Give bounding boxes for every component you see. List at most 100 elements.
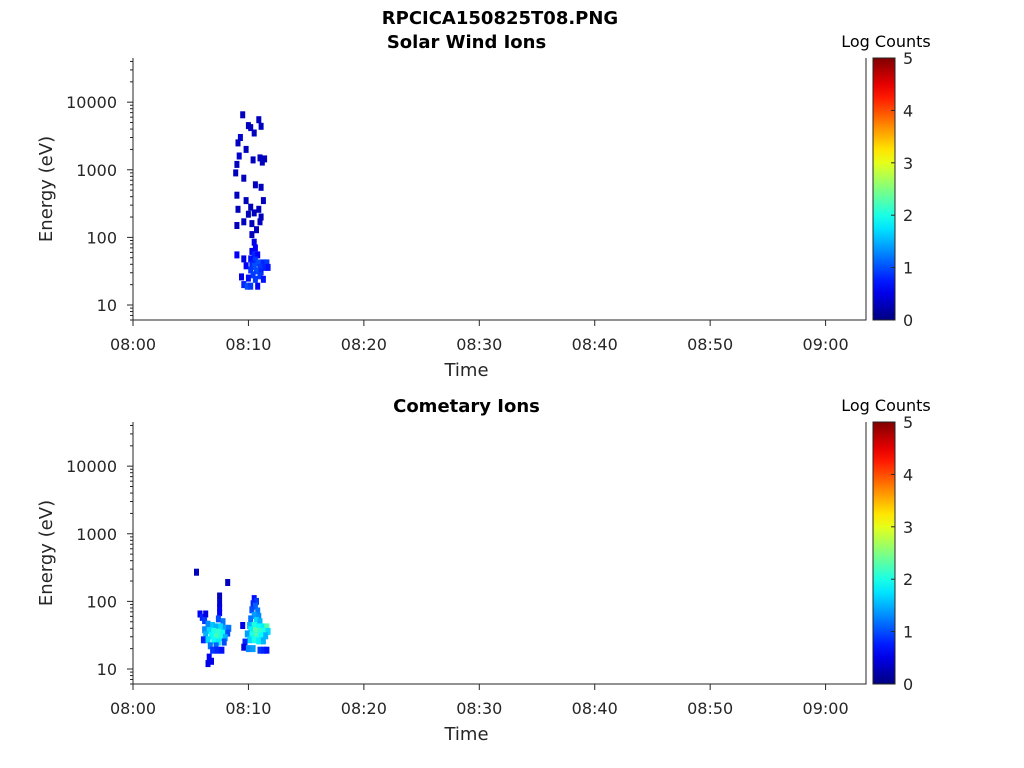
data-cell xyxy=(251,263,257,271)
data-cell xyxy=(251,209,257,217)
colorbar-tick-label: 2 xyxy=(903,570,913,589)
y-tick-label: 10 xyxy=(97,660,117,679)
data-cell xyxy=(221,638,227,646)
data-cell xyxy=(206,653,212,661)
data-cell xyxy=(260,197,266,205)
data-cell xyxy=(254,267,259,275)
data-cell xyxy=(262,627,268,635)
x-tick-label: 08:20 xyxy=(341,699,387,718)
data-cell xyxy=(207,642,213,650)
x-tick-label: 08:30 xyxy=(456,335,502,354)
data-cell xyxy=(245,210,251,218)
data-cell xyxy=(257,627,263,635)
x-tick-label: 08:50 xyxy=(687,699,733,718)
data-cell xyxy=(205,660,211,668)
data-cell xyxy=(205,636,211,644)
colorbar-tick-label: 3 xyxy=(903,518,913,537)
data-cell xyxy=(245,645,251,653)
data-cell xyxy=(222,624,228,632)
data-cell xyxy=(247,636,253,644)
colorbar-tick-label: 3 xyxy=(903,154,913,173)
colorbar-label: Log Counts xyxy=(841,32,931,51)
data-cell xyxy=(239,273,244,281)
data-cell xyxy=(265,627,271,635)
data-cell xyxy=(237,134,243,141)
data-cell xyxy=(257,618,263,626)
data-cell xyxy=(254,597,259,605)
data-cell xyxy=(252,275,258,283)
data-cell xyxy=(215,628,221,636)
data-cell xyxy=(241,643,247,651)
data-cell xyxy=(260,646,266,654)
data-cell xyxy=(248,203,254,211)
data-cell xyxy=(249,606,255,614)
data-cell xyxy=(235,139,241,147)
data-cell xyxy=(202,626,208,634)
colorbar xyxy=(872,57,896,321)
data-cell xyxy=(258,122,264,130)
x-tick-label: 09:00 xyxy=(803,699,849,718)
colorbar-tick-label: 5 xyxy=(903,49,913,68)
colorbar-tick-label: 0 xyxy=(903,311,913,330)
data-cell xyxy=(257,646,263,654)
data-cell xyxy=(200,636,206,644)
data-cell xyxy=(203,631,209,639)
x-tick-label: 08:20 xyxy=(341,335,387,354)
data-cell xyxy=(251,238,257,246)
data-cell xyxy=(213,633,219,641)
data-cell xyxy=(251,251,257,259)
colorbar-tick-label: 5 xyxy=(903,413,913,432)
y-axis-label: Energy (eV) xyxy=(36,136,57,242)
data-cell xyxy=(256,623,262,631)
colorbar-label: Log Counts xyxy=(841,396,931,415)
panel-title: Solar Wind Ions xyxy=(387,32,546,53)
data-cell xyxy=(210,622,216,629)
x-tick-label: 08:40 xyxy=(572,699,618,718)
data-cell xyxy=(218,634,224,642)
data-cell xyxy=(218,623,224,631)
data-cell xyxy=(258,213,264,221)
data-cell xyxy=(203,610,209,618)
data-cell xyxy=(213,642,219,650)
data-cell xyxy=(217,609,223,617)
data-cell xyxy=(240,622,246,629)
data-cell xyxy=(211,637,217,645)
data-cell xyxy=(248,626,254,634)
data-cell xyxy=(243,262,249,270)
data-cell xyxy=(251,636,257,644)
data-cell xyxy=(252,627,258,635)
x-tick-label: 08:10 xyxy=(225,699,271,718)
x-tick-label: 09:00 xyxy=(803,335,849,354)
data-cell xyxy=(256,116,262,124)
data-cell xyxy=(234,251,240,259)
data-cell xyxy=(251,129,257,137)
colorbar-tick-label: 4 xyxy=(903,101,913,120)
data-cell xyxy=(233,169,239,177)
data-cell xyxy=(254,617,259,625)
data-cell xyxy=(251,622,257,629)
colorbar-tick-label: 4 xyxy=(903,465,913,484)
x-tick-label: 08:50 xyxy=(687,335,733,354)
colorbar xyxy=(872,421,896,685)
x-tick-label: 08:00 xyxy=(110,699,156,718)
data-cell xyxy=(252,602,258,610)
data-cell xyxy=(254,632,259,640)
data-cell xyxy=(254,226,259,234)
data-cell xyxy=(225,579,231,586)
data-cell xyxy=(235,205,241,213)
data-cell xyxy=(252,256,258,264)
data-cell xyxy=(257,263,263,271)
figure-title: RPCICA150825T08.PNG xyxy=(382,8,618,29)
data-cell xyxy=(226,624,232,632)
data-cell xyxy=(217,604,223,612)
colorbar-tick-label: 1 xyxy=(903,259,913,278)
data-cell xyxy=(257,154,263,162)
data-cell xyxy=(210,646,216,654)
data-cell xyxy=(260,623,266,631)
data-cell xyxy=(249,631,255,639)
data-cell xyxy=(245,274,251,282)
data-cell xyxy=(258,632,264,640)
panel-2: Cometary Ions 08:00 08:10 08:20 08:30 08:40 08… xyxy=(36,396,931,745)
data-cell xyxy=(211,627,217,635)
